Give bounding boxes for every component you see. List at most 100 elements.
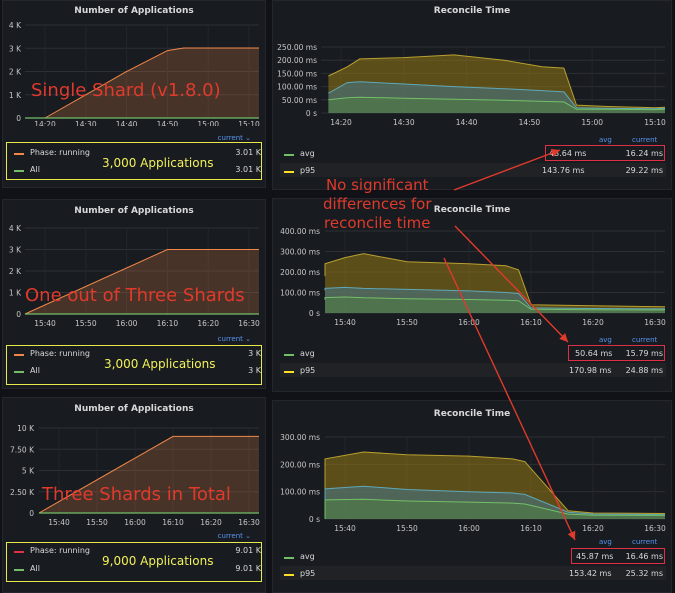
note-line: No significant xyxy=(325,176,429,194)
legend-name: All xyxy=(30,366,40,375)
legend-row-running[interactable]: Phase: running 9.01 K xyxy=(14,545,261,559)
legend-avg: 153.42 ms xyxy=(569,569,612,578)
legend-row-p95[interactable]: p95 153.42 ms 25.32 ms xyxy=(284,568,663,582)
y-tick-label: 3 K xyxy=(9,44,22,53)
avg-header[interactable]: avg xyxy=(599,336,612,344)
apps-panel-three-total: Number of Applications 0 2.50 K 5 K 7.50 K 1… xyxy=(2,397,266,593)
series-area-phase-running xyxy=(25,249,259,314)
legend-current: 16.24 ms xyxy=(625,149,663,158)
legend-row-all[interactable]: All 9.01 K xyxy=(14,563,261,577)
legend-row-avg[interactable]: avg 45.87 ms 16.46 ms xyxy=(284,551,663,565)
legend-current: 29.22 ms xyxy=(625,166,663,175)
legend-avg: 170.98 ms xyxy=(569,366,612,375)
y-tick-label: 250.00 ms xyxy=(277,43,317,52)
apps-chart-single: 0 1 K 2 K 3 K 4 K 14:20 14:30 14:40 14:50 15:00 15… xyxy=(9,21,260,126)
legend-row-running[interactable]: Phase: running 3 K xyxy=(14,348,261,362)
y-tick-label: 100.00 ms xyxy=(280,488,320,497)
x-tick-label: 14:30 xyxy=(75,120,97,126)
legend-row-all[interactable]: All 3.01 K xyxy=(14,164,261,178)
y-tick-label: 4 K xyxy=(9,21,22,30)
y-tick-label: 0 s xyxy=(309,515,320,524)
y-tick-label: 0 xyxy=(16,114,21,123)
y-tick-label: 100.00 ms xyxy=(280,289,320,298)
panel-title: Number of Applications xyxy=(74,206,194,216)
x-tick-label: 15:00 xyxy=(581,118,603,127)
legend-highlight-box xyxy=(6,345,262,385)
legend-name: avg xyxy=(300,149,315,158)
y-tick-label: 100.00 ms xyxy=(277,83,317,92)
legend-row-p95[interactable]: p95 143.76 ms 29.22 ms xyxy=(284,165,663,179)
legend-row-avg[interactable]: avg 43.64 ms 16.24 ms xyxy=(284,148,663,162)
x-tick-label: 15:10 xyxy=(238,120,260,126)
legend-row-avg[interactable]: avg 50.64 ms 15.79 ms xyxy=(284,348,663,362)
x-tick-label: 15:50 xyxy=(75,319,97,328)
legend-name: Phase: running xyxy=(30,546,90,555)
y-tick-label: 4 K xyxy=(9,224,22,233)
legend-current: 3.01 K xyxy=(235,148,261,157)
x-tick-label: 16:00 xyxy=(458,524,480,533)
apps-panel-one-of-three: Number of Applications 0 1 K 2 K 3 K 4 K 15:4… xyxy=(2,199,266,389)
x-tick-label: 16:00 xyxy=(116,319,138,328)
x-tick-label: 16:20 xyxy=(582,524,604,533)
y-tick-label: 3 K xyxy=(9,246,22,255)
x-tick-label: 14:30 xyxy=(393,118,415,127)
legend-current: 16.46 ms xyxy=(625,552,663,561)
legend-current: 24.88 ms xyxy=(625,366,663,375)
apps-chart-one-of-three: 0 1 K 2 K 3 K 4 K 15:40 15:50 16:00 16:10 16:20 16… xyxy=(9,224,260,328)
legend-row-all[interactable]: All 3 K xyxy=(14,365,261,379)
x-tick-label: 15:50 xyxy=(86,518,108,527)
legend-avg: 143.76 ms xyxy=(542,166,585,175)
panel-title: Number of Applications xyxy=(74,6,194,16)
y-tick-label: 50.00 ms xyxy=(282,96,317,105)
series-swatch xyxy=(284,154,294,156)
series-swatch xyxy=(14,354,24,356)
series-swatch xyxy=(284,557,294,559)
app-count-label: 3,000 Applications xyxy=(104,357,216,371)
y-tick-label: 1 K xyxy=(9,91,22,100)
legend-row-running[interactable]: Phase: running 3.01 K xyxy=(14,147,261,161)
y-tick-label: 0 s xyxy=(306,109,317,118)
series-line-phase-running xyxy=(38,435,259,514)
legend-row-p95[interactable]: p95 170.98 ms 24.88 ms xyxy=(284,365,663,379)
current-header[interactable]: current xyxy=(632,538,658,546)
legend-current: 25.32 ms xyxy=(625,569,663,578)
current-header[interactable]: current xyxy=(632,336,658,344)
y-tick-label: 200.00 ms xyxy=(277,56,317,65)
y-tick-label: 5 K xyxy=(22,467,35,476)
legend-current: 3 K xyxy=(248,349,261,358)
legend-avg: 45.87 ms xyxy=(576,552,614,561)
series-swatch xyxy=(14,153,24,155)
legend-avg: 50.64 ms xyxy=(575,349,613,358)
series-area-phase-running xyxy=(45,48,259,118)
note-line: reconcile time xyxy=(324,214,431,232)
series-swatch xyxy=(284,574,294,576)
app-count-label: 3,000 Applications xyxy=(102,156,214,170)
legend-name: p95 xyxy=(300,366,316,375)
legend-name: Phase: running xyxy=(30,349,90,358)
legend-name: All xyxy=(30,165,40,174)
current-header[interactable]: current ⌄ xyxy=(217,532,251,540)
x-tick-label: 16:30 xyxy=(238,518,260,527)
reconcile-chart-three-total: 0 s 100.00 ms 200.00 ms 300.00 ms 15:40 15:50… xyxy=(280,433,666,533)
legend-name: p95 xyxy=(300,166,316,175)
legend-name: avg xyxy=(300,552,315,561)
y-tick-label: 300.00 ms xyxy=(280,433,320,442)
configuration-label: Three Shards in Total xyxy=(42,484,231,505)
legend-highlight-box xyxy=(6,542,262,582)
series-line-p90 xyxy=(328,81,666,110)
x-tick-label: 16:00 xyxy=(124,518,146,527)
x-tick-label: 14:50 xyxy=(157,120,179,126)
legend-current: 9.01 K xyxy=(235,564,261,573)
current-header[interactable]: current xyxy=(632,136,658,144)
avg-header[interactable]: avg xyxy=(599,136,612,144)
avg-highlight-box xyxy=(571,548,665,564)
series-swatch xyxy=(284,354,294,356)
series-swatch xyxy=(284,171,294,173)
current-header[interactable]: current ⌄ xyxy=(217,134,251,142)
current-header[interactable]: current ⌄ xyxy=(217,335,251,343)
x-tick-label: 16:20 xyxy=(582,318,604,327)
series-line-phase-running xyxy=(44,47,259,119)
configuration-label: Single Shard (v1.8.0) xyxy=(31,80,221,101)
avg-header[interactable]: avg xyxy=(599,538,612,546)
annotation-note: No significant differences for reconcile… xyxy=(323,176,432,233)
